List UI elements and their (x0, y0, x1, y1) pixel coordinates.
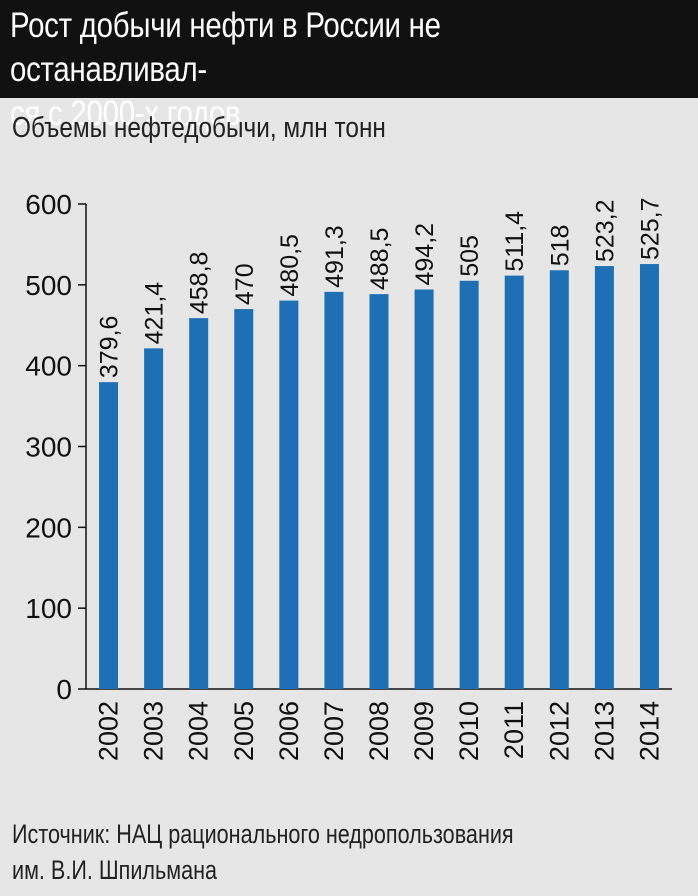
value-label: 491,3 (321, 225, 349, 288)
x-tick-label: 2010 (454, 701, 484, 761)
y-tick-label: 500 (25, 270, 72, 301)
bar (639, 264, 659, 689)
bar (324, 291, 344, 689)
bar (189, 318, 209, 689)
x-tick-label: 2013 (589, 701, 619, 761)
bar (144, 348, 164, 689)
value-label: 488,5 (366, 228, 394, 291)
x-tick-label: 2011 (499, 701, 529, 759)
value-label: 458,8 (186, 252, 214, 315)
x-tick-label: 2003 (139, 701, 169, 761)
value-label: 379,6 (96, 316, 124, 379)
chart-subtitle: Объемы нефтедобычи, млн тонн (12, 112, 386, 144)
bar (234, 309, 254, 689)
value-label: 518 (546, 225, 574, 267)
bar (414, 289, 434, 689)
y-tick-label: 0 (56, 674, 72, 705)
value-label: 470 (231, 263, 259, 305)
title-bar: Рост добычи нефти в России не останавлив… (0, 0, 698, 133)
value-label: 494,2 (411, 223, 439, 286)
bar (459, 280, 479, 689)
value-label: 480,5 (276, 234, 304, 297)
x-tick-label: 2004 (184, 701, 214, 761)
x-tick-label: 2006 (274, 701, 304, 761)
y-tick-label: 300 (25, 432, 72, 463)
source-note: Источник: НАЦ рационального недропользов… (12, 819, 514, 885)
bar (99, 382, 119, 689)
chart-title: Рост добычи нефти в России не останавлив… (10, 6, 441, 133)
y-tick-label: 600 (25, 189, 72, 220)
value-label: 523,2 (591, 200, 619, 263)
x-tick-label: 2002 (94, 701, 124, 761)
bar (279, 300, 299, 689)
bar-chart: 0 100 200 300 400 500 600 379,6 2002 421,4 2003 458… (25, 189, 672, 761)
x-tick-label: 2014 (634, 701, 664, 761)
bar (504, 275, 524, 689)
value-label: 525,7 (636, 197, 664, 260)
x-tick-label: 2005 (229, 701, 259, 761)
bar (369, 294, 389, 689)
y-tick-label: 100 (25, 593, 72, 624)
x-tick-label: 2009 (409, 701, 439, 761)
x-tick-label: 2008 (364, 701, 394, 761)
value-label: 505 (456, 235, 484, 277)
value-label: 511,4 (501, 211, 529, 272)
bar (594, 266, 614, 689)
y-tick-label: 400 (25, 351, 72, 382)
x-tick-label: 2007 (319, 701, 349, 761)
x-tick-label: 2012 (544, 701, 574, 761)
bar (549, 270, 569, 689)
value-label: 421,4 (141, 282, 169, 345)
y-tick-label: 200 (25, 512, 72, 543)
